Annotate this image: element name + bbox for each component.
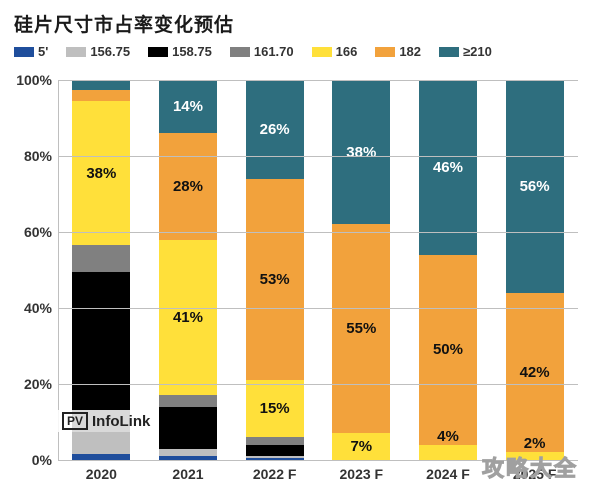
bar-segment <box>246 445 304 456</box>
legend-swatch <box>148 47 168 57</box>
y-tick-label: 100% <box>16 72 58 88</box>
chart-title: 硅片尺寸市占率变化预估 <box>14 10 234 37</box>
segment-label: 50% <box>433 341 463 358</box>
segment-label: 15% <box>260 400 290 417</box>
bar-segment: 56% <box>506 80 564 293</box>
legend-item: 5' <box>14 44 48 59</box>
legend-item: 166 <box>312 44 358 59</box>
legend: 5' 156.75 158.75 161.70 166 182 ≥210 <box>14 44 574 59</box>
source-logo: PV <box>62 412 88 430</box>
legend-swatch <box>375 47 395 57</box>
bar-segment: 4% <box>419 445 477 460</box>
chart-container: 硅片尺寸市占率变化预估 5' 156.75 158.75 161.70 166 182 ≥2… <box>0 0 592 501</box>
bar-column: 14%28%41%2021 <box>159 80 217 460</box>
bar-segment: 41% <box>159 240 217 396</box>
x-tick-label: 2022 F <box>253 460 297 482</box>
bar-segment: 38% <box>332 80 390 224</box>
legend-label: 166 <box>336 44 358 59</box>
segment-label: 46% <box>433 159 463 176</box>
bar-segment: 53% <box>246 179 304 380</box>
segment-label: 28% <box>173 178 203 195</box>
bar-segment: 15% <box>246 380 304 437</box>
bar-segment <box>72 245 130 272</box>
segment-label: 38% <box>346 144 376 161</box>
y-tick-label: 20% <box>24 376 58 392</box>
bar-segment <box>159 407 217 449</box>
bar-segment <box>246 437 304 445</box>
segment-label: 26% <box>260 121 290 138</box>
legend-item: 161.70 <box>230 44 294 59</box>
y-tick-label: 80% <box>24 148 58 164</box>
segment-label: 53% <box>260 271 290 288</box>
segment-label: 4% <box>437 428 459 445</box>
bar-segment: 26% <box>246 80 304 179</box>
bar-segment: 55% <box>332 224 390 433</box>
legend-label: 161.70 <box>254 44 294 59</box>
bar-column: 26%53%15%2022 F <box>246 80 304 460</box>
x-tick-label: 2021 <box>172 460 203 482</box>
gridline <box>58 384 578 385</box>
legend-swatch <box>312 47 332 57</box>
legend-swatch <box>66 47 86 57</box>
bar-segment: 14% <box>159 80 217 133</box>
bar-segment <box>159 449 217 457</box>
segment-label: 55% <box>346 320 376 337</box>
bars-group: 38%202014%28%41%202126%53%15%2022 F38%55… <box>58 80 578 460</box>
legend-item: 158.75 <box>148 44 212 59</box>
legend-item: 182 <box>375 44 421 59</box>
legend-swatch <box>14 47 34 57</box>
bar-segment <box>72 432 130 455</box>
gridline <box>58 308 578 309</box>
legend-swatch <box>439 47 459 57</box>
bar-column: 38%2020 <box>72 80 130 460</box>
segment-label: 14% <box>173 98 203 115</box>
bar-column: 38%55%7%2023 F <box>332 80 390 460</box>
y-tick-label: 40% <box>24 300 58 316</box>
x-tick-label: 2023 F <box>340 460 384 482</box>
x-tick-label: 2020 <box>86 460 117 482</box>
bar-segment: 42% <box>506 293 564 453</box>
segment-label: 56% <box>520 178 550 195</box>
bar-segment <box>159 395 217 406</box>
y-tick-label: 60% <box>24 224 58 240</box>
plot-area: 38%202014%28%41%202126%53%15%2022 F38%55… <box>58 80 578 460</box>
source-name: InfoLink <box>92 413 150 430</box>
segment-label: 7% <box>350 438 372 455</box>
bar-segment: 28% <box>159 133 217 239</box>
bar-segment <box>72 272 130 432</box>
legend-label: 182 <box>399 44 421 59</box>
bar-column: 56%42%2%2025 F <box>506 80 564 460</box>
bar-segment: 50% <box>419 255 477 445</box>
watermark: 攻略大全 <box>482 451 578 483</box>
bar-segment <box>72 90 130 101</box>
legend-label: ≥210 <box>463 44 492 59</box>
legend-label: 158.75 <box>172 44 212 59</box>
segment-label: 38% <box>86 165 116 182</box>
bar-column: 46%50%4%2024 F <box>419 80 477 460</box>
gridline <box>58 80 578 81</box>
x-tick-label: 2024 F <box>426 460 470 482</box>
bar-segment <box>72 80 130 90</box>
bar-segment: 38% <box>72 101 130 245</box>
gridline <box>58 156 578 157</box>
legend-label: 5' <box>38 44 48 59</box>
bar-segment: 7% <box>332 433 390 460</box>
bar-segment: 46% <box>419 80 477 255</box>
segment-label: 2% <box>524 435 546 452</box>
segment-label: 41% <box>173 309 203 326</box>
legend-item: ≥210 <box>439 44 492 59</box>
y-tick-label: 0% <box>32 452 58 468</box>
source-attribution: PV InfoLink <box>58 410 154 432</box>
legend-label: 156.75 <box>90 44 130 59</box>
gridline <box>58 232 578 233</box>
segment-label: 42% <box>520 364 550 381</box>
legend-swatch <box>230 47 250 57</box>
legend-item: 156.75 <box>66 44 130 59</box>
